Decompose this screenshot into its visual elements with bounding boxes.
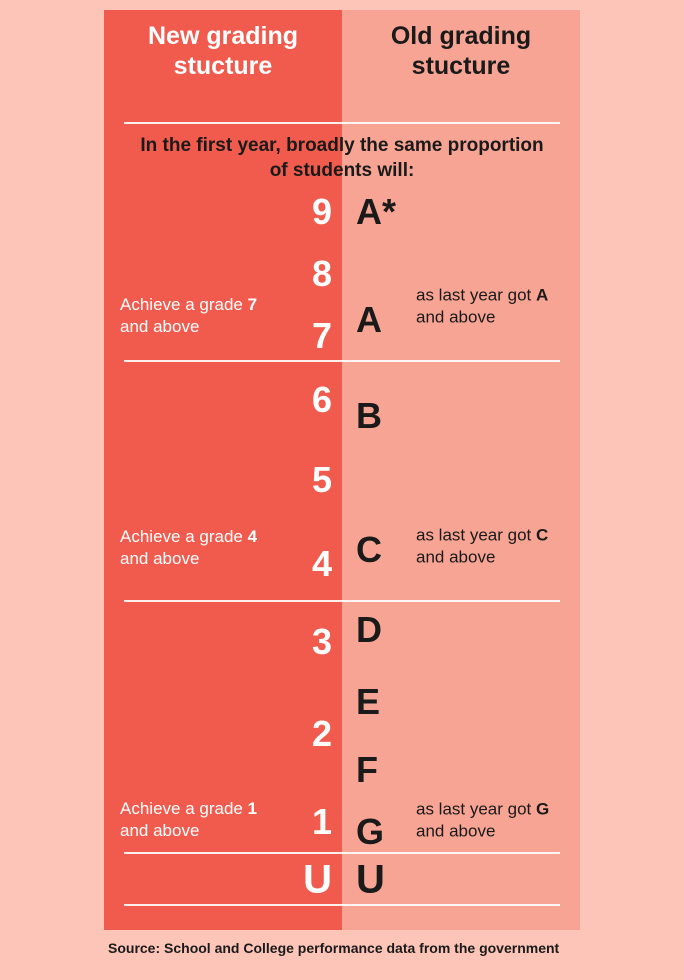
columns: New grading stucture Old grading stuctur… [104,10,580,930]
old-grade-F: F [356,749,378,791]
divider-rule [124,122,560,124]
divider-rule [124,852,560,854]
new-grade-8: 8 [312,253,332,295]
note-text-1: as last year got A and above [416,284,566,328]
old-grade-E: E [356,681,380,723]
old-grade-Astar: A* [356,191,396,233]
source-text: Source: School and College performance d… [104,930,580,956]
old-grade-C: C [356,529,382,571]
old-grade-B: B [356,395,382,437]
infographic-frame: New grading stucture Old grading stuctur… [104,10,580,956]
new-grade-2: 2 [312,713,332,755]
overlay-layer: New grading stucture Old grading stuctur… [104,10,580,930]
old-grade-U: U [356,858,385,903]
new-grade-U: U [303,858,332,903]
new-grade-9: 9 [312,191,332,233]
divider-rule [124,360,560,362]
new-grade-7: 7 [312,315,332,357]
old-grade-D: D [356,609,382,651]
subtitle: In the first year, broadly the same prop… [104,134,580,183]
new-grade-1: 1 [312,801,332,843]
header-new: New grading stucture [104,22,342,81]
new-grade-3: 3 [312,621,332,663]
achieve-text-1: Achieve a grade 7 and above [120,294,290,338]
achieve-text-3: Achieve a grade 1 and above [120,798,290,842]
new-grade-6: 6 [312,379,332,421]
achieve-text-2: Achieve a grade 4 and above [120,526,290,570]
old-grade-A: A [356,299,382,341]
note-text-2: as last year got C and above [416,524,566,568]
divider-rule [124,600,560,602]
old-grade-G: G [356,811,384,853]
note-text-3: as last year got G and above [416,798,566,842]
new-grade-5: 5 [312,459,332,501]
header-old: Old grading stucture [342,22,580,81]
divider-rule [124,904,560,906]
new-grade-4: 4 [312,543,332,585]
